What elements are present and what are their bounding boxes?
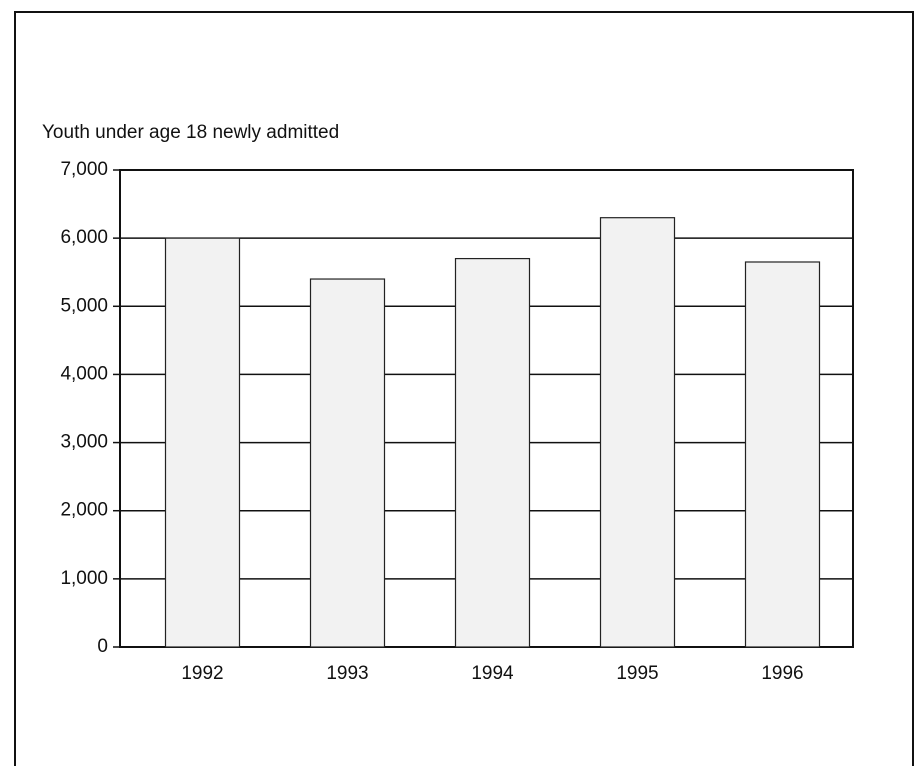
frame <box>14 11 914 766</box>
y-tick-label: 0 <box>97 636 108 657</box>
bar <box>454 257 531 648</box>
y-tick-label: 6,000 <box>60 227 108 248</box>
x-tick-label: 1994 <box>471 663 514 684</box>
bar <box>744 261 821 648</box>
bar <box>164 237 241 648</box>
x-tick-label: 1996 <box>761 663 803 684</box>
y-tick-label: 2,000 <box>60 500 108 521</box>
y-tick-label: 5,000 <box>60 295 108 316</box>
x-tick-label: 1992 <box>181 663 223 684</box>
y-tick-label: 3,000 <box>60 432 108 453</box>
bar <box>309 278 386 648</box>
x-tick-label: 1995 <box>616 663 658 684</box>
y-tick-label: 7,000 <box>60 159 108 180</box>
y-tick-label: 1,000 <box>60 568 108 589</box>
x-tick-label: 1993 <box>326 663 368 684</box>
bar <box>599 217 676 648</box>
y-axis-label: Youth under age 18 newly admitted <box>42 122 339 143</box>
y-tick-label: 4,000 <box>60 363 108 384</box>
